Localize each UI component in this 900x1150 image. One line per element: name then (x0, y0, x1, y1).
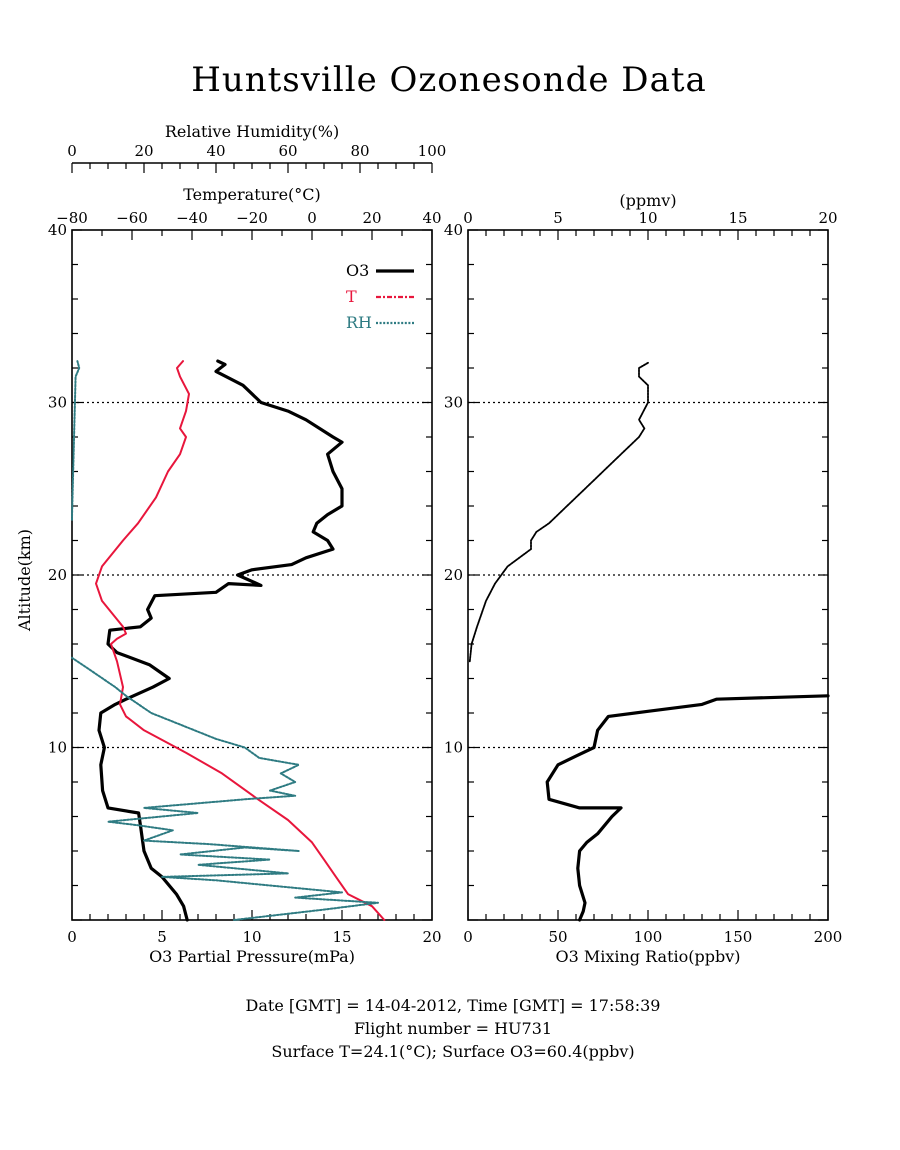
left-top-axis-label: Relative Humidity(%) (165, 122, 339, 141)
left-top-tick-label: −60 (116, 209, 148, 227)
legend: O3 T RH (346, 261, 414, 332)
right-top-tick-label: 20 (818, 209, 837, 227)
legend-label-o3: O3 (346, 261, 369, 280)
legend-label-rh: RH (346, 313, 372, 332)
left-xtick-label: 20 (422, 928, 441, 946)
left-xlabel: O3 Partial Pressure(mPa) (149, 947, 355, 966)
left-top-tick-label: 40 (422, 209, 441, 227)
right-ytick-label: 20 (444, 566, 463, 584)
right-ytick-label: 40 (444, 221, 463, 239)
series-t (95, 360, 386, 921)
right-ytick-label: 10 (444, 739, 463, 757)
series-rh (71, 656, 379, 921)
right-xtick-label: 200 (814, 928, 843, 946)
left-ytick-label: 10 (48, 739, 67, 757)
left-xtick-label: 10 (242, 928, 261, 946)
left-top-tick-label: 100 (418, 142, 447, 160)
right-xlabel: O3 Mixing Ratio(ppbv) (555, 947, 740, 966)
right-top-tick-label: 15 (728, 209, 747, 227)
left-xtick-label: 15 (332, 928, 351, 946)
left-top-tick-label: −40 (176, 209, 208, 227)
left-ylabel: Altitude(km) (15, 529, 34, 632)
footer-date-time: Date [GMT] = 14-04-2012, Time [GMT] = 17… (246, 996, 661, 1015)
chart-title: Huntsville Ozonesonde Data (191, 60, 707, 100)
series-o3 (97, 359, 344, 922)
right-xtick-label: 150 (724, 928, 753, 946)
right-top-tick-label: 5 (553, 209, 563, 227)
right-top-tick-label: 0 (463, 209, 473, 227)
left-top-tick-label: 0 (67, 142, 77, 160)
left-panel: 10 20 30 40 0 5 10 15 20 O3 Partial Pressure(mPa)… (15, 122, 446, 966)
left-top-axis-label: Temperature(°C) (183, 185, 321, 204)
left-top-tick-label: −80 (56, 209, 88, 227)
left-top-tick-label: 80 (350, 142, 369, 160)
left-top-tick-label: 60 (278, 142, 297, 160)
series-o3-mixing-ratio (545, 694, 830, 922)
left-ytick-label: 30 (48, 394, 67, 412)
right-top-axis-label: (ppmv) (619, 191, 676, 210)
footer-surface-values: Surface T=24.1(°C); Surface O3=60.4(ppbv… (271, 1042, 634, 1061)
right-xtick-label: 0 (463, 928, 473, 946)
left-ytick-label: 40 (48, 221, 67, 239)
series-o3-mixing-ratio-upper (468, 361, 649, 663)
left-top-tick-label: 20 (134, 142, 153, 160)
left-xtick-label: 0 (67, 928, 77, 946)
right-top-tick-label: 10 (638, 209, 657, 227)
left-ytick-label: 20 (48, 566, 67, 584)
footer-flight-number: Flight number = HU731 (354, 1019, 552, 1038)
legend-label-t: T (346, 287, 357, 306)
left-top-tick-label: 40 (206, 142, 225, 160)
left-top-tick-label: 0 (307, 209, 317, 227)
series-rh-upper (71, 360, 81, 521)
left-xtick-label: 5 (157, 928, 167, 946)
left-top-tick-label: −20 (236, 209, 268, 227)
left-top-tick-label: 20 (362, 209, 381, 227)
right-xtick-label: 100 (634, 928, 663, 946)
right-ytick-label: 30 (444, 394, 463, 412)
right-xtick-label: 50 (548, 928, 567, 946)
